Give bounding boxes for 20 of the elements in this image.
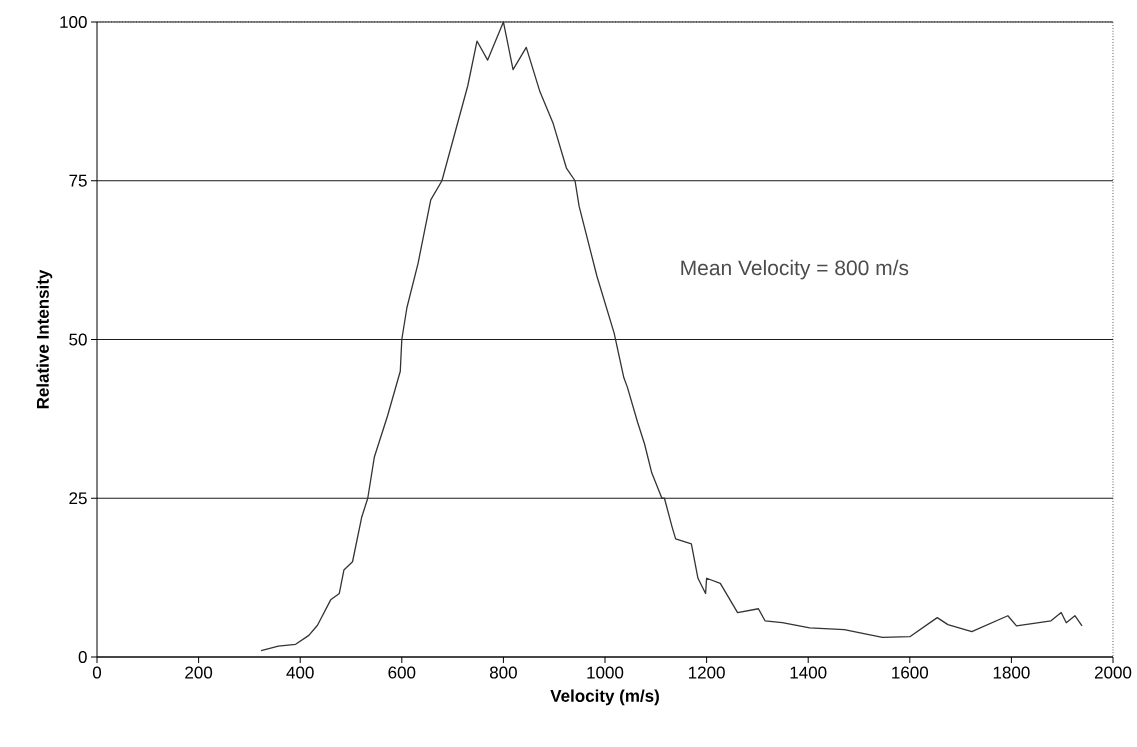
x-tick-label: 1400: [790, 666, 827, 679]
y-axis-title: Relative Intensity: [36, 269, 53, 409]
x-tick-label: 1600: [892, 666, 929, 679]
x-tick-label: 800: [489, 666, 517, 679]
y-tick-label: 0: [78, 650, 87, 664]
x-axis-title: Velocity (m/s): [550, 689, 659, 706]
x-tick-label: 200: [185, 666, 213, 679]
x-tick-label: 2000: [1094, 666, 1132, 679]
x-tick-label: 400: [286, 666, 314, 679]
x-tick-label: 0: [92, 666, 102, 679]
annotation: Mean Velocity = 800 m/s: [681, 259, 909, 280]
line-series: [260, 21, 1083, 652]
x-tick-label: 600: [388, 666, 416, 679]
x-tick-label: 1000: [587, 666, 624, 679]
x-tick-label: 1200: [689, 666, 725, 679]
y-tick-label: 25: [69, 492, 87, 505]
y-tick-label: 50: [69, 333, 87, 346]
y-tick-label: 75: [69, 174, 87, 187]
y-tick-label: 100: [60, 15, 87, 29]
x-tick-label: 1800: [993, 666, 1030, 679]
